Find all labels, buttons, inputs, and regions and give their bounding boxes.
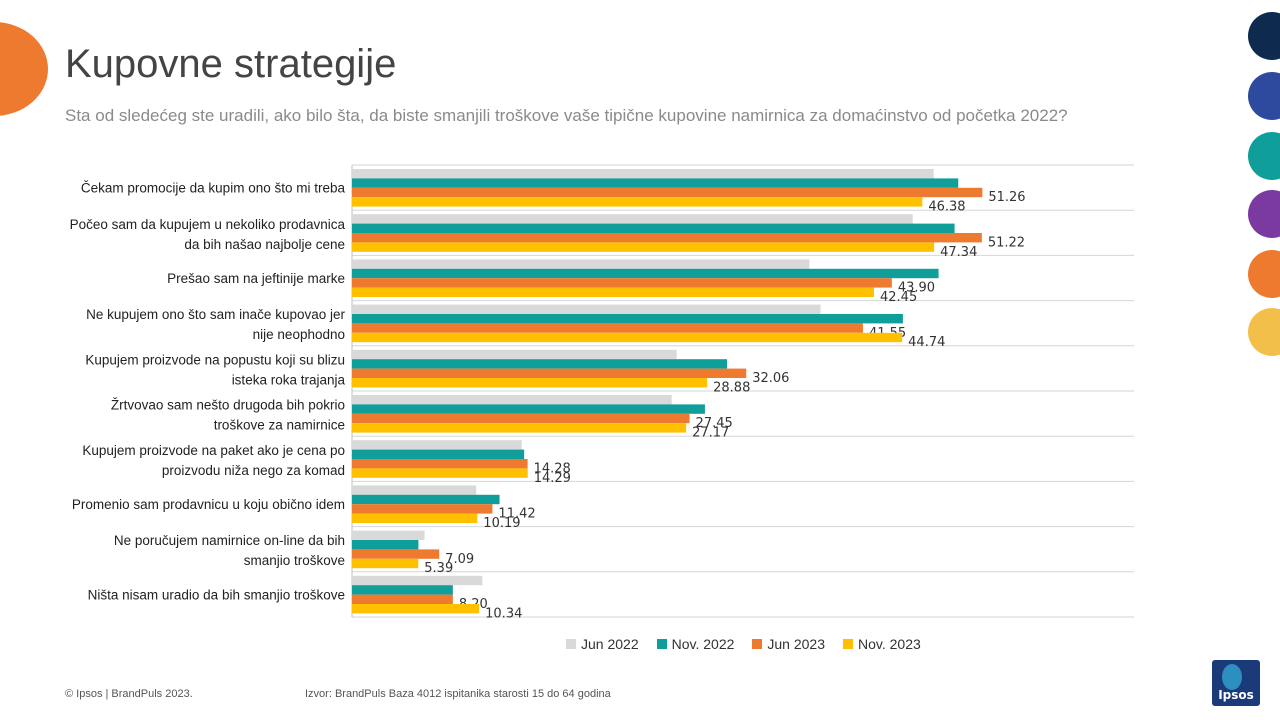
bar-jun-2023: [352, 187, 983, 198]
page-title: Kupovne strategije: [65, 42, 397, 86]
bar-jun-2022: [352, 169, 934, 179]
footer-source: Izvor: BrandPuls Baza 4012 ispitanika st…: [305, 688, 611, 700]
bar-nov-2023: [352, 197, 923, 207]
bar-nov-2022: [352, 585, 453, 595]
bar-jun-2022: [352, 530, 425, 540]
category-label: Čekam promocije da kupim ono što mi treb…: [81, 181, 346, 196]
bar-nov-2023: [352, 558, 419, 569]
data-label: 7.09: [445, 552, 474, 567]
bar-nov-2023: [352, 287, 875, 297]
category-label: Kupujem proizvode na paket ako je cena p…: [82, 443, 345, 478]
data-label: 27.45: [696, 416, 733, 431]
bar-nov-2022: [352, 540, 419, 550]
data-label: 51.26: [988, 190, 1025, 205]
bar-nov-2022: [352, 494, 500, 505]
legend-item: Jun 2023: [752, 636, 825, 652]
data-label: 14.28: [534, 461, 571, 476]
bar-nov-2022: [352, 404, 705, 414]
decorative-orange-circle: [0, 22, 48, 116]
bar-jun-2023: [352, 368, 747, 378]
legend-item: Nov. 2023: [843, 636, 921, 652]
legend-swatch: [752, 639, 763, 649]
bar-jun-2022: [352, 349, 677, 360]
decorative-dot: [1248, 308, 1280, 356]
data-label: 5.39: [424, 561, 453, 576]
data-label: 44.74: [908, 335, 945, 350]
bar-nov-2022: [352, 359, 728, 369]
bar-jun-2023: [352, 459, 528, 469]
data-label: 10.19: [483, 516, 520, 531]
bar-jun-2023: [352, 504, 493, 514]
bar-nov-2023: [352, 513, 478, 523]
bar-nov-2022: [352, 223, 955, 233]
bar-jun-2023: [352, 549, 440, 559]
bar-jun-2023: [352, 323, 863, 333]
legend-swatch: [843, 639, 853, 649]
decorative-dot: [1248, 190, 1280, 238]
category-label: Ništa nisam uradio da bih smanjio troško…: [88, 587, 345, 602]
ipsos-logo: Ipsos: [1212, 660, 1260, 706]
data-label: 47.34: [940, 245, 977, 260]
bar-jun-2022: [352, 259, 810, 269]
bar-jun-2023: [352, 594, 453, 604]
data-label: 14.29: [534, 471, 571, 486]
bar-nov-2023: [352, 604, 480, 614]
decorative-dots: [1248, 0, 1280, 400]
bar-jun-2022: [352, 214, 913, 224]
data-label: 28.88: [713, 380, 750, 395]
bar-nov-2023: [352, 423, 687, 433]
bar-nov-2023: [352, 468, 528, 478]
data-label: 46.38: [928, 200, 965, 215]
bar-jun-2022: [352, 395, 672, 405]
category-label: Prešao sam na jeftinije marke: [167, 271, 345, 286]
category-label: Ne poručujem namirnice on-line da bih sma…: [114, 533, 345, 568]
category-label: Kupujem proizvode na popustu koji su bli…: [85, 352, 345, 387]
bar-jun-2022: [352, 440, 522, 450]
bar-jun-2022: [352, 304, 821, 314]
legend-item: Jun 2022: [566, 636, 639, 652]
page-subtitle: Sta od sledećeg ste uradili, ako bilo št…: [65, 106, 1068, 125]
logo-mark: [1222, 664, 1242, 690]
data-label: 43.90: [898, 281, 935, 296]
category-label: Žrtvovao sam nešto drugoda bih pokrio tro…: [111, 398, 345, 433]
bar-jun-2022: [352, 485, 477, 495]
bar-nov-2023: [352, 378, 708, 388]
category-label: Počeo sam da kupujem u nekoliko prodavni…: [70, 217, 346, 252]
logo-text: Ipsos: [1218, 688, 1254, 702]
data-label: 32.06: [752, 371, 789, 386]
bar-jun-2023: [352, 278, 892, 288]
decorative-dot: [1248, 250, 1280, 298]
decorative-dot: [1248, 72, 1280, 120]
decorative-dot: [1248, 12, 1280, 60]
legend-item: Nov. 2022: [656, 636, 735, 652]
data-label: 42.45: [880, 290, 917, 305]
data-label: 11.42: [498, 507, 535, 522]
legend-label: Nov. 2023: [858, 636, 921, 652]
bar-nov-2022: [352, 314, 903, 324]
bar-nov-2023: [352, 242, 935, 252]
footer-copyright: © Ipsos | BrandPuls 2023.: [65, 688, 193, 700]
category-label: Ne kupujem ono što sam inače kupovao jer…: [86, 307, 345, 342]
bar-jun-2022: [352, 575, 483, 586]
data-label: 51.22: [988, 235, 1025, 250]
bar-nov-2022: [352, 268, 939, 279]
legend-label: Nov. 2022: [671, 636, 735, 652]
bar-nov-2022: [352, 449, 525, 459]
legend-swatch: [566, 639, 576, 649]
bar-nov-2023: [352, 332, 903, 343]
category-label: Promenio sam prodavnicu u koju obično id…: [72, 497, 345, 512]
bar-chart: Čekam promocije da kupim ono što mi treb…: [70, 164, 1134, 621]
chart-legend: Jun 2022 Nov. 2022 Jun 2023 Nov. 2023: [566, 636, 939, 652]
decorative-dot: [1248, 132, 1280, 180]
legend-swatch: [656, 639, 667, 649]
data-label: 10.34: [485, 606, 522, 621]
bar-jun-2023: [352, 413, 690, 424]
bar-jun-2023: [352, 233, 982, 243]
legend-label: Jun 2023: [767, 636, 825, 652]
data-label: 27.17: [692, 426, 729, 441]
legend-label: Jun 2022: [581, 636, 639, 652]
bar-nov-2022: [352, 178, 959, 188]
